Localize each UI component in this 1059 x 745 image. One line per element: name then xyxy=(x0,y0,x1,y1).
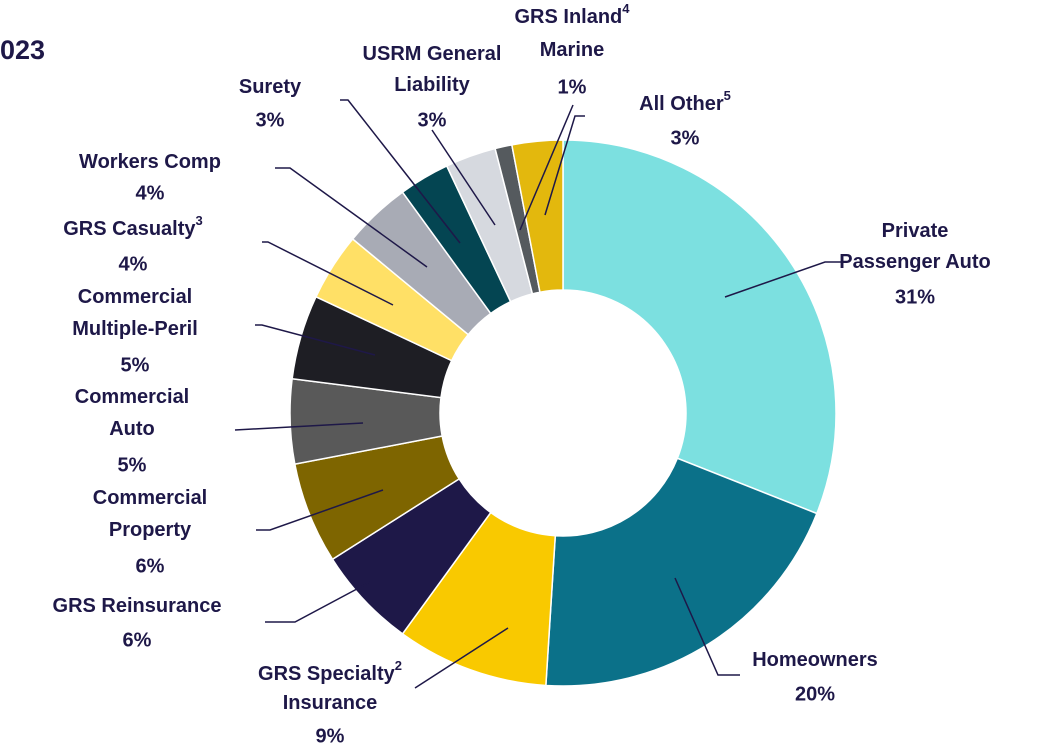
footnote-mark: 3 xyxy=(196,213,203,228)
value-label: 3% xyxy=(671,127,700,149)
slice-label: Surety xyxy=(239,76,302,98)
slice-label-text: Commercial xyxy=(75,386,190,408)
slice-label: Passenger Auto xyxy=(839,251,991,273)
slice-label: GRS Inland4 xyxy=(514,1,630,28)
slice-label-text: GRS Specialty xyxy=(258,663,396,685)
slice-label: Commercial xyxy=(75,386,190,408)
value-label: 3% xyxy=(418,109,447,131)
slice-label-text: Workers Comp xyxy=(79,151,221,173)
slice-label: Auto xyxy=(109,418,155,440)
slice-label: Liability xyxy=(394,74,470,96)
slice-label-text: Private xyxy=(882,220,949,242)
value-label: 3% xyxy=(256,109,285,131)
slice-label: GRS Casualty3 xyxy=(63,213,203,240)
value-label: 9% xyxy=(316,725,345,745)
slice-label-text: Multiple-Peril xyxy=(72,318,198,340)
slice-label-text: GRS Inland xyxy=(514,6,622,28)
leader-line xyxy=(255,324,376,356)
leader-line xyxy=(275,167,428,268)
slice-label-text: Commercial xyxy=(78,286,193,308)
leader-line xyxy=(256,489,384,531)
leader-line xyxy=(265,581,371,623)
leader-line xyxy=(340,99,461,244)
value-label: 5% xyxy=(121,354,150,376)
value-label: 31% xyxy=(895,286,935,308)
value-label: 1% xyxy=(558,76,587,98)
slice-label: Marine xyxy=(540,39,604,61)
slice-label-text: Property xyxy=(109,519,192,541)
slice-label-text: GRS Casualty xyxy=(63,218,196,240)
slice-label-text: Passenger Auto xyxy=(839,251,991,273)
slice-label-text: USRM General xyxy=(363,43,502,65)
leader-line xyxy=(414,627,509,689)
slice-label-text: Homeowners xyxy=(752,649,878,671)
slice-label: GRS Specialty2 xyxy=(258,658,402,685)
slice-label: Commercial xyxy=(78,286,193,308)
slice-label: Property xyxy=(109,519,192,541)
slice-label: Commercial xyxy=(93,487,208,509)
value-label: 6% xyxy=(136,555,165,577)
slice-label-text: Commercial xyxy=(93,487,208,509)
value-label: 4% xyxy=(119,253,148,275)
donut-slice xyxy=(562,139,837,515)
slice-label: All Other5 xyxy=(639,88,731,115)
slice-label: Workers Comp xyxy=(79,151,221,173)
slice-label: Insurance xyxy=(283,692,377,714)
slice-label-text: GRS Reinsurance xyxy=(53,595,222,617)
slice-label: Homeowners xyxy=(752,649,878,671)
slice-label: Private xyxy=(882,220,949,242)
leader-line xyxy=(544,115,585,216)
slice-label: USRM General xyxy=(363,43,502,65)
chart-title: 023 xyxy=(0,35,45,65)
donut-slice xyxy=(545,457,818,687)
leader-line xyxy=(234,422,364,431)
donut-slice xyxy=(510,139,564,294)
slice-label-text: All Other xyxy=(639,93,724,115)
slice-label-text: Auto xyxy=(109,418,155,440)
slice-label-text: Liability xyxy=(394,74,470,96)
leader-line xyxy=(674,577,740,676)
slice-label: GRS Reinsurance xyxy=(53,595,222,617)
footnote-mark: 2 xyxy=(395,658,402,673)
slice-label-text: Insurance xyxy=(283,692,377,714)
slice-label: Multiple-Peril xyxy=(72,318,198,340)
value-label: 4% xyxy=(136,182,165,204)
slice-label-text: Surety xyxy=(239,76,302,98)
leader-line xyxy=(724,261,842,298)
leader-line xyxy=(262,241,394,306)
leader-line xyxy=(519,104,574,231)
value-label: 6% xyxy=(123,629,152,651)
footnote-mark: 4 xyxy=(622,1,630,16)
value-label: 20% xyxy=(795,683,835,705)
slice-label-text: Marine xyxy=(540,39,604,61)
leader-line xyxy=(431,129,496,226)
footnote-mark: 5 xyxy=(724,88,731,103)
value-label: 5% xyxy=(118,454,147,476)
